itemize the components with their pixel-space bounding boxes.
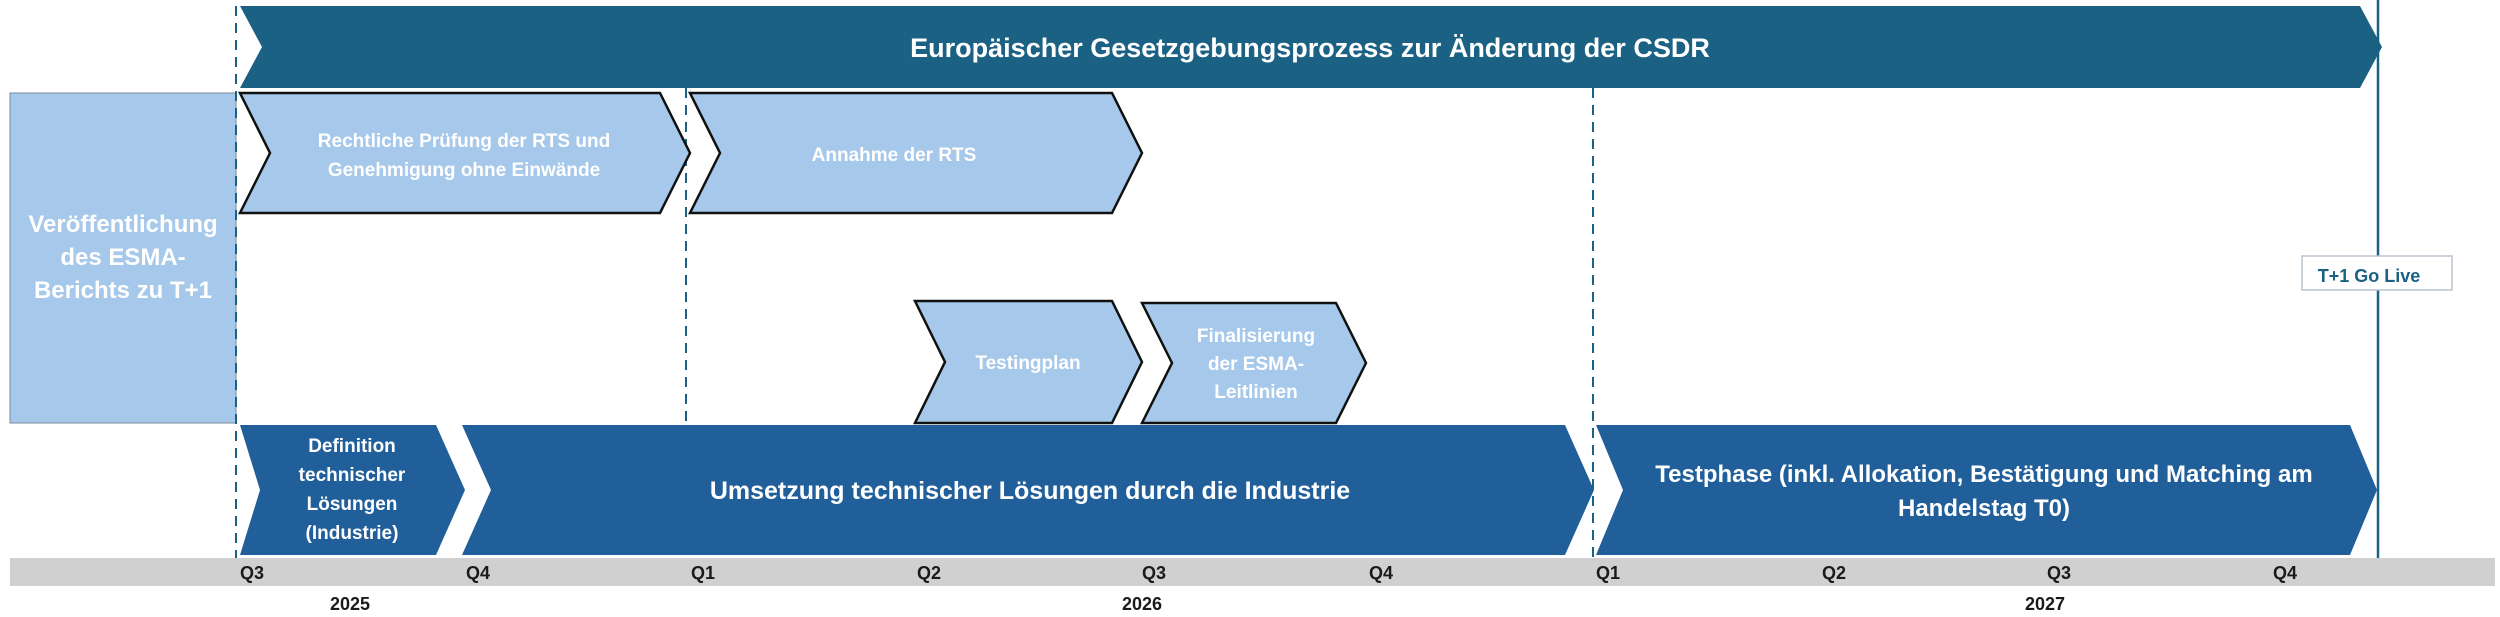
go-live-label: T+1 Go Live [2318, 266, 2421, 286]
phase-testing: Testphase (inkl. Allokation, Bestätigung… [1596, 425, 2377, 555]
step-esma-guidelines: Finalisierung der ESMA- Leitlinien [1139, 301, 1368, 425]
quarter-label-2027-q1: Q1 [1596, 563, 1620, 583]
esma-report-line-3: Berichts zu T+1 [34, 277, 212, 304]
go-live-label-box [2301, 255, 2453, 291]
esma-report-rect [9, 92, 237, 424]
timeline-axis-bar [10, 558, 2495, 586]
phase-testing-line-1: Testphase (inkl. Allokation, Bestätigung… [1655, 461, 2312, 488]
quarter-label-2026-q2: Q2 [917, 563, 941, 583]
phase-testing-shape [1596, 425, 2377, 555]
step-testing-plan: Testingplan [912, 299, 1144, 425]
phase-implementation: Umsetzung technischer Lösungen durch die… [462, 425, 1594, 555]
step-esma-guidelines-line-3: Leitlinien [1214, 382, 1297, 403]
step-testing-plan-shape [912, 299, 1144, 425]
quarter-label-2026-q3: Q3 [1142, 563, 1166, 583]
year-label-2027: 2027 [2025, 594, 2065, 614]
banner-title: Europäischer Gesetzgebungsprozess zur Än… [910, 33, 1710, 63]
esma-report-box: Veröffentlichung des ESMA- Berichts zu T… [9, 92, 237, 424]
phase-definition-shape [240, 425, 465, 555]
esma-report-line-2: des ESMA- [60, 244, 185, 271]
step-legal-review-line-1: Rechtliche Prüfung der RTS und [318, 131, 610, 152]
quarter-label-2027-q3: Q3 [2047, 563, 2071, 583]
phase-definition-line-4: (Industrie) [306, 523, 399, 544]
step-adoption: Annahme der RTS [687, 91, 1144, 215]
step-legal-review: Rechtliche Prüfung der RTS und Genehmigu… [237, 91, 692, 215]
phase-definition: Definition technischer Lösungen (Industr… [240, 425, 465, 555]
step-legal-review-line-2: Genehmigung ohne Einwände [328, 160, 600, 181]
phase-implementation-shape [462, 425, 1594, 555]
year-label-2026: 2026 [1122, 594, 1162, 614]
step-testing-plan-label: Testingplan [975, 353, 1080, 374]
quarter-label-2025-q3: Q3 [240, 563, 264, 583]
step-adoption-label: Annahme der RTS [812, 145, 977, 166]
year-label-2025: 2025 [330, 594, 370, 614]
quarter-labels: Q3 Q4 Q1 Q2 Q3 Q4 Q1 Q2 Q3 Q4 [240, 563, 2297, 583]
step-esma-guidelines-line-1: Finalisierung [1197, 326, 1315, 347]
phase-definition-line-3: Lösungen [307, 494, 398, 515]
phase-testing-line-2: Handelstag T0) [1898, 495, 2070, 522]
quarter-label-2027-q4: Q4 [2273, 563, 2297, 583]
quarter-label-2026-q1: Q1 [691, 563, 715, 583]
quarter-label-2026-q4: Q4 [1369, 563, 1393, 583]
step-esma-guidelines-line-2: der ESMA- [1208, 354, 1304, 375]
step-adoption-shape [687, 91, 1144, 215]
phase-definition-line-2: technischer [299, 465, 406, 486]
banner-arrow-shape [240, 6, 2382, 88]
step-legal-review-shape [237, 91, 692, 215]
year-labels: 2025 2026 2027 [330, 594, 2065, 614]
step-esma-guidelines-shape [1139, 301, 1368, 425]
esma-report-line-1: Veröffentlichung [28, 211, 217, 238]
phase-definition-line-1: Definition [308, 436, 396, 457]
go-live-milestone: T+1 Go Live [2301, 255, 2453, 291]
legislative-process-banner: Europäischer Gesetzgebungsprozess zur Än… [240, 6, 2382, 88]
quarter-label-2025-q4: Q4 [466, 563, 490, 583]
quarter-label-2027-q2: Q2 [1822, 563, 1846, 583]
phase-implementation-label: Umsetzung technischer Lösungen durch die… [710, 477, 1350, 505]
